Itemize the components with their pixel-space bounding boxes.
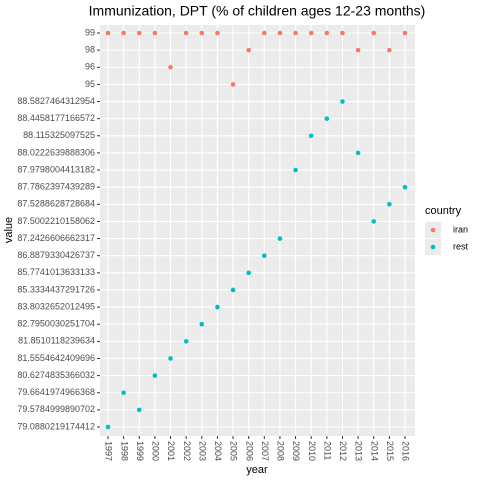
- x-tick-label: 2015: [385, 441, 395, 461]
- point: [402, 30, 408, 36]
- x-tick-label: 2016: [401, 441, 411, 461]
- x-tick-label: 2010: [307, 441, 317, 461]
- point: [262, 253, 267, 258]
- y-tick-label: 86.8879330426737: [17, 250, 95, 260]
- legend-title: country: [425, 205, 462, 217]
- y-tick-label: 87.5288628728684: [17, 199, 95, 209]
- x-tick-label: 2005: [229, 441, 239, 461]
- legend-marker: [430, 227, 436, 233]
- point: [371, 219, 377, 224]
- legend-label: rest: [453, 241, 469, 251]
- point: [152, 373, 158, 378]
- x-tick-label: 2011: [322, 441, 332, 460]
- x-tick-label: 2012: [338, 441, 348, 461]
- x-tick-label: 2008: [276, 441, 286, 461]
- y-tick-label: 79.0880219174412: [17, 421, 95, 431]
- point: [136, 30, 142, 36]
- y-tick-label: 87.5002210158062: [17, 216, 95, 226]
- y-axis-title: value: [3, 217, 15, 243]
- x-axis-title: year: [246, 464, 268, 476]
- x-tick-label: 1999: [135, 441, 145, 461]
- point: [324, 30, 330, 36]
- x-tick-label: 2009: [291, 441, 301, 461]
- point: [324, 116, 330, 121]
- point: [293, 167, 298, 173]
- y-tick-label: 95: [85, 79, 95, 89]
- y-tick-label: 85.3334437291726: [17, 284, 95, 294]
- x-tick-label: 2000: [151, 441, 161, 461]
- point: [246, 270, 251, 276]
- y-tick-label: 87.9798004413182: [17, 164, 95, 174]
- y-tick-label: 87.7862397439289: [17, 182, 95, 192]
- y-tick-label: 88.5827464312954: [17, 96, 95, 106]
- y-tick-label: 87.2426606662317: [17, 233, 95, 243]
- y-tick-label: 99: [85, 27, 95, 37]
- legend-marker: [430, 244, 436, 250]
- point: [277, 236, 283, 241]
- x-tick-label: 2002: [182, 441, 192, 461]
- point: [308, 133, 314, 139]
- y-tick-label: 83.8032652012495: [17, 301, 95, 311]
- point: [183, 339, 189, 344]
- point: [355, 47, 361, 53]
- point: [355, 150, 361, 156]
- y-tick-label: 81.8510118239634: [18, 336, 95, 346]
- x-tick-label: 1997: [104, 441, 114, 461]
- y-tick-label: 81.5554642409696: [17, 353, 95, 363]
- point: [340, 30, 345, 36]
- point: [199, 30, 205, 36]
- point: [105, 30, 111, 36]
- y-tick-label: 98: [85, 45, 95, 55]
- point: [308, 30, 314, 36]
- point: [168, 64, 173, 70]
- y-tick-label: 88.115325097525: [23, 130, 95, 140]
- point: [121, 390, 126, 396]
- point: [387, 202, 392, 207]
- y-tick-label: 82.7950030251704: [17, 319, 95, 329]
- point: [168, 356, 173, 361]
- point: [183, 30, 189, 36]
- y-tick-label: 79.5784999890702: [17, 404, 95, 414]
- point: [215, 304, 220, 310]
- x-tick-label: 2006: [244, 441, 254, 461]
- x-tick-label: 2013: [354, 441, 364, 461]
- y-tick-label: 85.7741013633133: [17, 267, 95, 277]
- point: [340, 99, 345, 104]
- point: [105, 424, 111, 430]
- y-tick-label: 88.0222639888306: [17, 147, 95, 157]
- point: [277, 30, 283, 36]
- chart-title: Immunization, DPT (% of children ages 12…: [89, 3, 426, 19]
- point: [246, 47, 251, 53]
- point: [121, 30, 126, 36]
- y-tick-label: 96: [85, 62, 95, 72]
- x-tick-label: 2007: [260, 441, 270, 461]
- point: [387, 47, 392, 53]
- x-tick-label: 2004: [213, 441, 223, 461]
- x-tick-label: 1998: [119, 441, 129, 461]
- y-tick-label: 79.6641974966368: [17, 387, 95, 397]
- point: [136, 407, 142, 413]
- point: [262, 30, 267, 36]
- point: [215, 30, 220, 36]
- point: [402, 184, 408, 190]
- point: [230, 287, 236, 293]
- point: [199, 321, 205, 327]
- x-tick-label: 2014: [369, 441, 379, 461]
- y-tick-label: 88.4458177166572: [17, 113, 95, 123]
- x-tick-label: 2003: [197, 441, 207, 461]
- grid: [100, 25, 415, 436]
- point: [293, 30, 298, 36]
- point: [152, 30, 158, 36]
- point: [371, 30, 377, 36]
- legend-label: iran: [453, 224, 468, 234]
- marks: [105, 30, 408, 430]
- y-tick-label: 80.6274835366032: [17, 370, 95, 380]
- point: [230, 82, 236, 87]
- x-tick-label: 2001: [166, 441, 176, 461]
- panel: [100, 25, 415, 436]
